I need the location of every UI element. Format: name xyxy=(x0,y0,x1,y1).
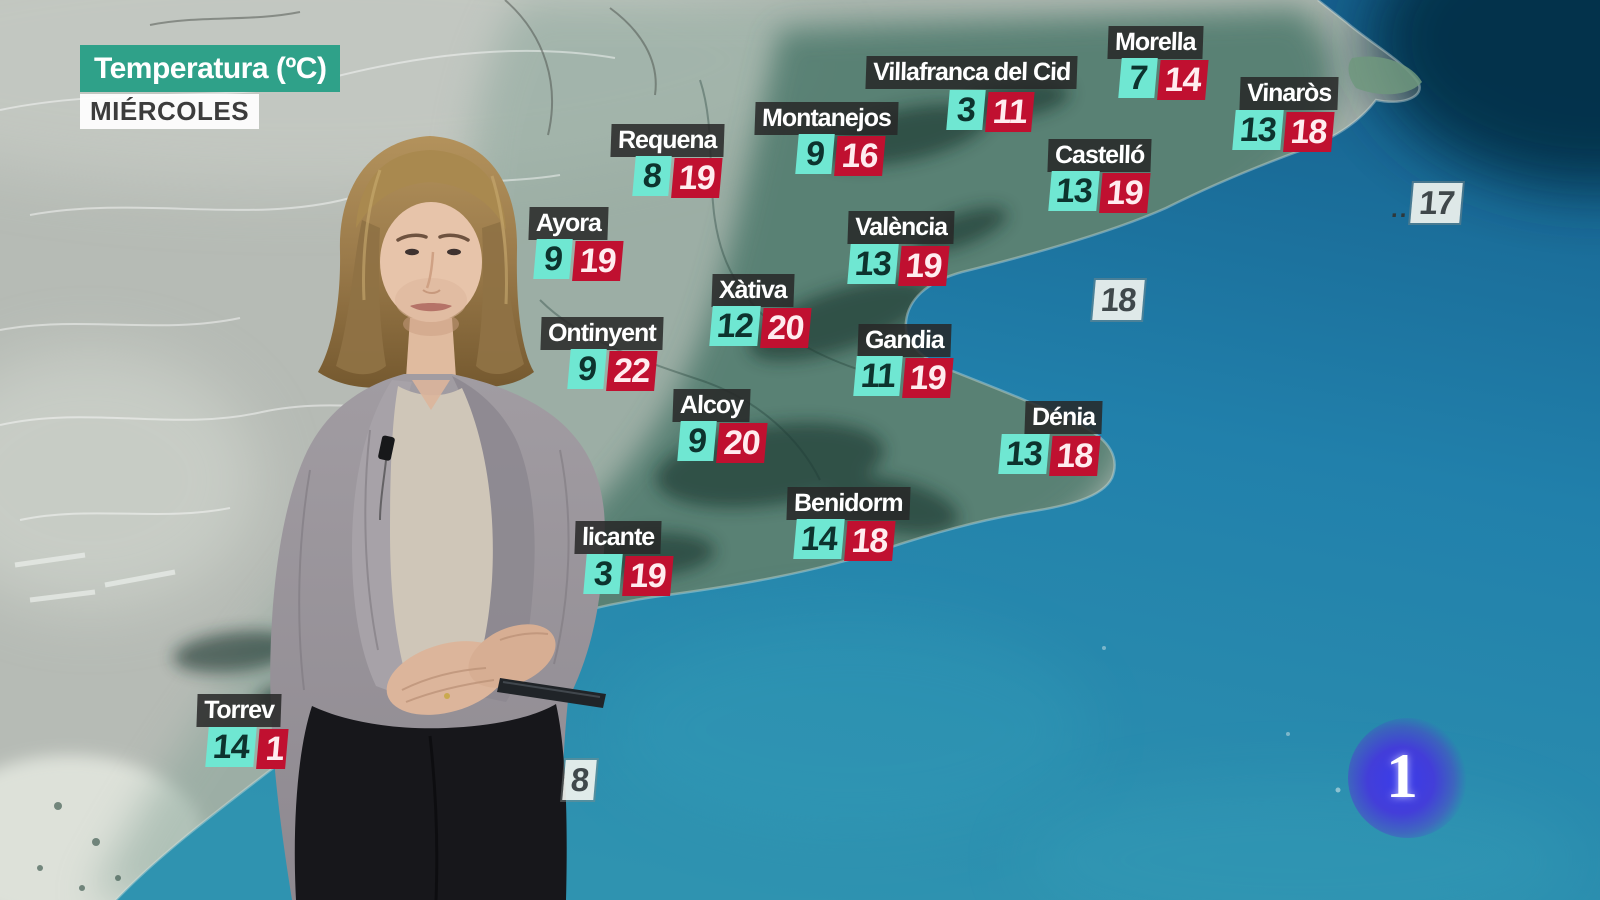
map-title: Temperatura (ºC) xyxy=(80,45,341,92)
sea-temp-center: 18 xyxy=(1089,280,1145,320)
sea-temp-south: 8 xyxy=(559,760,598,800)
day-label: MIÉRCOLES xyxy=(80,94,260,129)
sea-temp-value: 8 xyxy=(562,760,598,800)
channel-logo: 1 xyxy=(1348,718,1468,838)
channel-logo-number: 1 xyxy=(1386,740,1418,811)
sea-temp-dots: .. xyxy=(1390,196,1410,223)
header: Temperatura (ºC) MIÉRCOLES xyxy=(80,45,341,129)
sea-temp-value: 17 xyxy=(1410,183,1463,223)
sea-temp-value: 18 xyxy=(1092,280,1145,320)
sea-temp-north: .. 17 xyxy=(1390,183,1463,223)
